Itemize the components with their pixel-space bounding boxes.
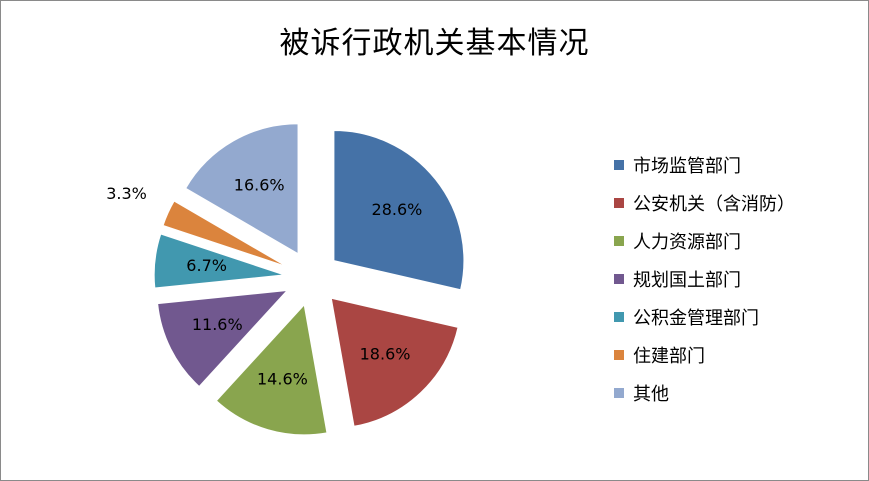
- legend-item: 住建部门: [614, 336, 795, 374]
- legend-swatch: [614, 350, 624, 360]
- legend-item: 市场监管部门: [614, 146, 795, 184]
- legend-label: 其他: [633, 384, 669, 405]
- chart-title: 被诉行政机关基本情况: [279, 26, 590, 61]
- legend-item: 公安机关（含消防）: [614, 184, 795, 222]
- chart-legend: 市场监管部门公安机关（含消防） 人力资源部门 规划国土部门 公积金管理部门 住建部门其他: [614, 146, 795, 412]
- pie-slice: [333, 130, 465, 291]
- pie-slice: [153, 233, 285, 289]
- legend-swatch: [614, 312, 624, 322]
- slice-data-label: 18.6%: [360, 344, 411, 363]
- legend-label: 规划国土部门: [633, 270, 741, 291]
- legend-swatch: [614, 160, 624, 170]
- legend-label: 人力资源部门: [633, 232, 741, 253]
- legend-swatch: [614, 236, 624, 246]
- pie-slice: [185, 123, 299, 255]
- legend-label: 公积金管理部门: [633, 308, 759, 329]
- slice-data-label: 6.7%: [186, 256, 227, 275]
- legend-item: 人力资源部门: [614, 222, 795, 260]
- slice-data-label: 14.6%: [257, 369, 308, 388]
- pie-slice: [157, 289, 289, 388]
- slice-data-label: 28.6%: [372, 200, 423, 219]
- legend-item: 规划国土部门: [614, 260, 795, 298]
- slice-data-label: 11.6%: [192, 315, 243, 334]
- legend-swatch: [614, 388, 624, 398]
- pie-slice: [330, 297, 459, 427]
- legend-label: 住建部门: [633, 346, 705, 367]
- legend-item: 其他: [614, 374, 795, 412]
- legend-label: 市场监管部门: [633, 156, 741, 177]
- legend-swatch: [614, 274, 624, 284]
- legend-label: 公安机关（含消防）: [633, 194, 795, 215]
- pie-slice: [162, 200, 287, 267]
- legend-swatch: [614, 198, 624, 208]
- slice-data-label: 3.3%: [106, 184, 147, 203]
- slice-data-label: 16.6%: [234, 176, 285, 195]
- pie-slice: [215, 303, 328, 436]
- legend-item: 公积金管理部门: [614, 298, 795, 336]
